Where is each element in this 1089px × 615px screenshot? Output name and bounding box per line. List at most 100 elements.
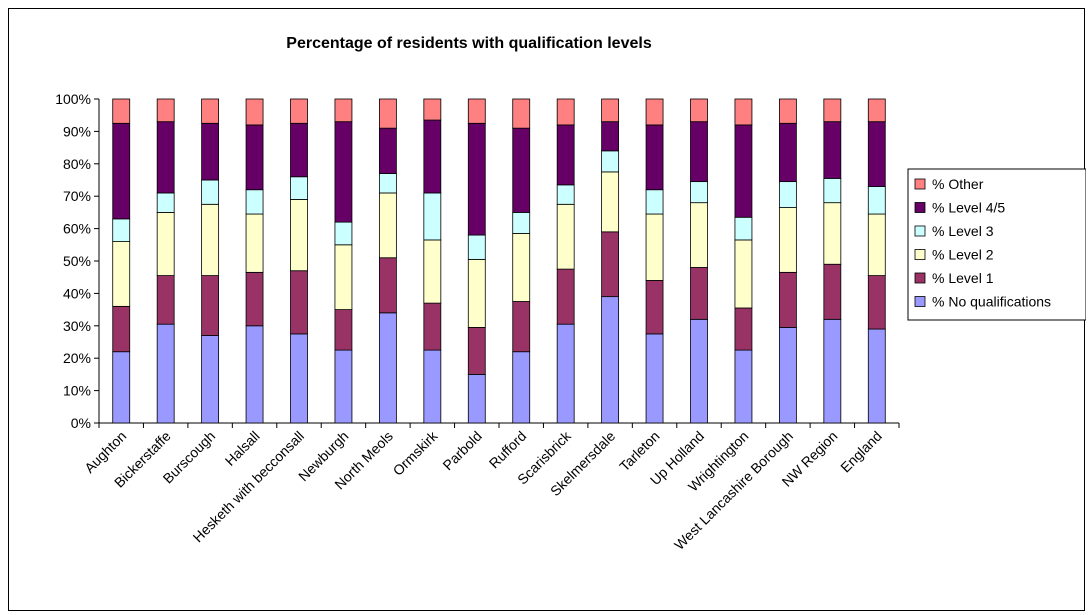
bar-segment: [156, 275, 175, 325]
bar-segment: [778, 271, 797, 328]
bar-segment: [867, 275, 886, 330]
bar-segment: [201, 203, 220, 276]
bar-segment: [645, 213, 664, 281]
bar-segment: [645, 333, 664, 424]
legend-label: % Level 2: [932, 247, 994, 263]
bar-segment: [378, 257, 397, 314]
bar-segment: [556, 323, 575, 424]
bar-segment: [245, 124, 264, 191]
bar-segment: [245, 213, 264, 273]
legend-swatch: [914, 296, 926, 307]
bar-segment: [734, 124, 753, 218]
bar-segment: [378, 127, 397, 174]
bar-segment: [690, 202, 708, 268]
legend-label: % Level 4/5: [932, 200, 1005, 216]
bar-segment: [734, 239, 753, 309]
bar-segment: [290, 333, 308, 424]
bar-segment: [823, 318, 842, 424]
x-tick-label: Halsall: [222, 428, 263, 469]
bar-segment: [467, 122, 486, 236]
bar-segment: [734, 307, 753, 351]
bar-segment: [690, 121, 708, 183]
bar-segment: [823, 177, 842, 204]
bar-segment: [423, 239, 442, 304]
bar-segment: [245, 189, 264, 215]
legend-label: % Level 1: [932, 270, 994, 286]
bar-segment: [734, 349, 753, 424]
bar-segment: [512, 127, 531, 213]
bar-segment: [467, 258, 486, 328]
y-tick-label: 50%: [63, 253, 91, 269]
y-tick-label: 90%: [63, 123, 91, 139]
bar-segment: [423, 349, 442, 424]
bar-segment: [690, 181, 708, 204]
y-tick-label: 70%: [63, 188, 91, 204]
bar-segment: [690, 98, 708, 123]
bar-segment: [867, 186, 886, 215]
bar-segment: [245, 98, 264, 126]
bar-segment: [423, 192, 442, 241]
bar-segment: [467, 373, 486, 424]
bar-segment: [645, 189, 664, 215]
bar-segment: [112, 305, 131, 353]
bar-segment: [867, 328, 886, 424]
bar-segment: [778, 122, 797, 183]
x-tick-label: Parbold: [439, 428, 484, 473]
y-tick-label: 80%: [63, 156, 91, 172]
bar-segment: [823, 202, 842, 265]
legend: % Other % Level 4/5 % Level 3 % Level 2 % Le…: [907, 168, 1086, 321]
x-tick-label: Rufford: [486, 428, 530, 472]
bar-segment: [290, 199, 308, 272]
bar-segment: [556, 184, 575, 205]
y-tick-label: 20%: [63, 350, 91, 366]
bar-segment: [245, 271, 264, 327]
bar-segment: [823, 263, 842, 320]
bar-segment: [290, 176, 308, 200]
stacked-bar-chart: Percentage of residents with qualificati…: [55, 35, 1086, 553]
bar-segment: [467, 234, 486, 260]
bar-segment: [201, 179, 220, 205]
legend-swatch: [914, 225, 926, 237]
bar-segment: [378, 192, 397, 259]
bar-segment: [423, 119, 442, 194]
y-tick-label: 40%: [63, 285, 91, 301]
bar-segment: [867, 98, 886, 123]
chart-frame: Percentage of residents with qualificati…: [8, 8, 1086, 611]
bar-segment: [512, 233, 531, 302]
bar-segment: [778, 207, 797, 273]
legend-label: % Other: [932, 176, 984, 192]
bar-segment: [778, 327, 797, 424]
bar-segment: [512, 211, 531, 234]
y-tick-label: 100%: [55, 91, 91, 107]
bar-segment: [201, 275, 220, 336]
bar-segment: [334, 98, 353, 123]
bar-segment: [290, 98, 308, 124]
bar-segment: [112, 122, 131, 220]
bar-segment: [601, 121, 620, 152]
bar-segment: [556, 98, 575, 126]
chart-title: Percentage of residents with qualificati…: [286, 35, 652, 52]
bar-segment: [156, 323, 175, 424]
legend-label: % Level 3: [932, 223, 994, 239]
plot-area: 0%10%20%30%40%50%60%70%80%90%100%Aughton…: [55, 91, 900, 553]
bar-segment: [601, 231, 620, 298]
y-tick-label: 30%: [63, 318, 91, 334]
bar-segment: [556, 268, 575, 325]
bar-segment: [112, 351, 131, 424]
bar-segment: [378, 312, 397, 424]
bar-segment: [690, 318, 708, 424]
bar-segment: [601, 171, 620, 233]
bar-segment: [334, 221, 353, 246]
bar-segment: [334, 121, 353, 223]
bar-segment: [156, 121, 175, 194]
bar-segment: [645, 98, 664, 126]
bar-segment: [156, 192, 175, 213]
bar-segment: [334, 244, 353, 311]
bar-segment: [778, 98, 797, 124]
bar-segment: [156, 98, 175, 123]
bar-segment: [334, 309, 353, 351]
bar-segment: [201, 98, 220, 124]
y-tick-label: 10%: [63, 383, 91, 399]
bar-segment: [467, 98, 486, 124]
legend-swatch: [914, 178, 926, 190]
